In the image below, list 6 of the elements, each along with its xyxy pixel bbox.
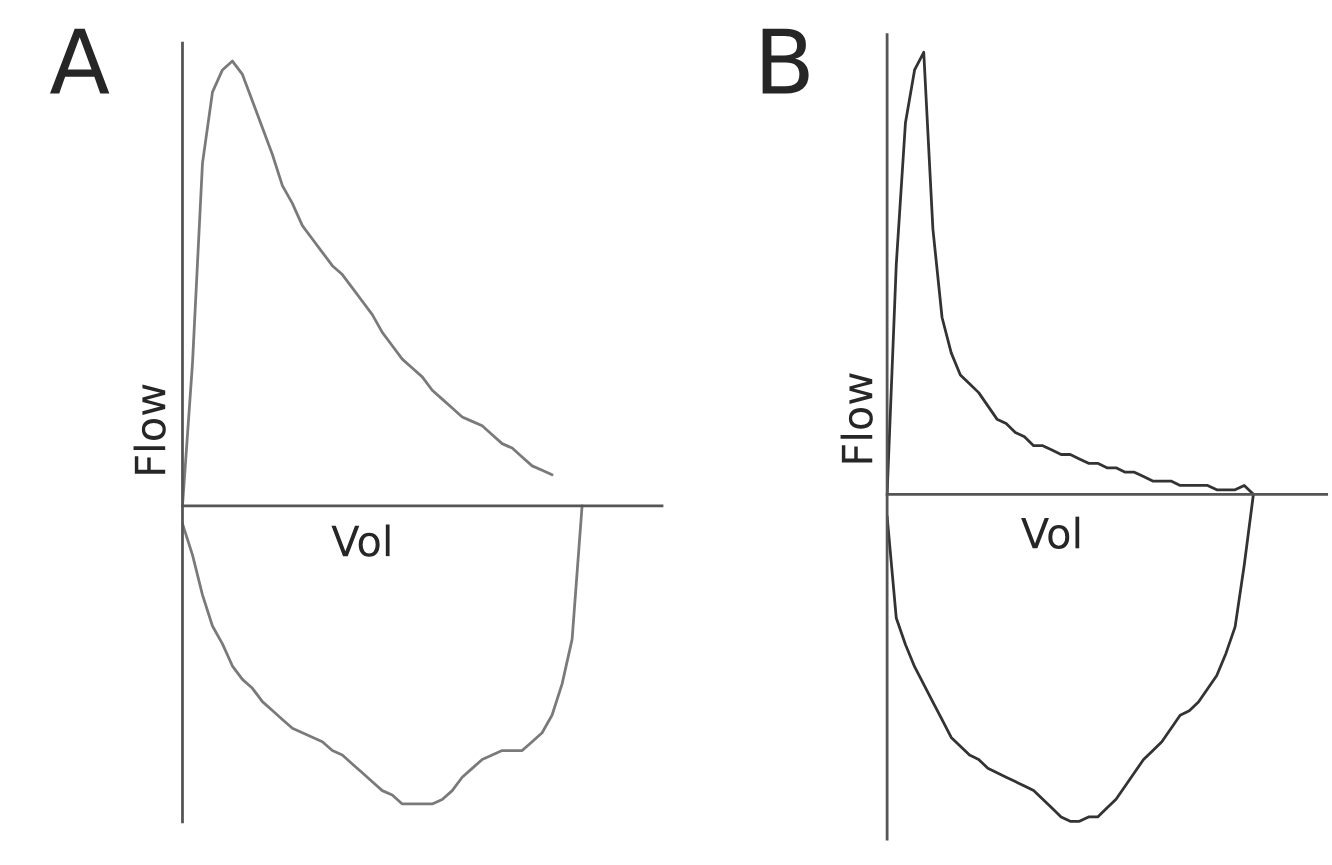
- x-axis-title: Vol: [331, 524, 390, 557]
- y-axis-title: Flow: [133, 384, 166, 474]
- y-axis-title: Flow: [840, 373, 873, 463]
- chart-title: B: [762, 28, 809, 94]
- x-axis-title: Vol: [1021, 516, 1080, 549]
- chart-title: A: [49, 28, 110, 94]
